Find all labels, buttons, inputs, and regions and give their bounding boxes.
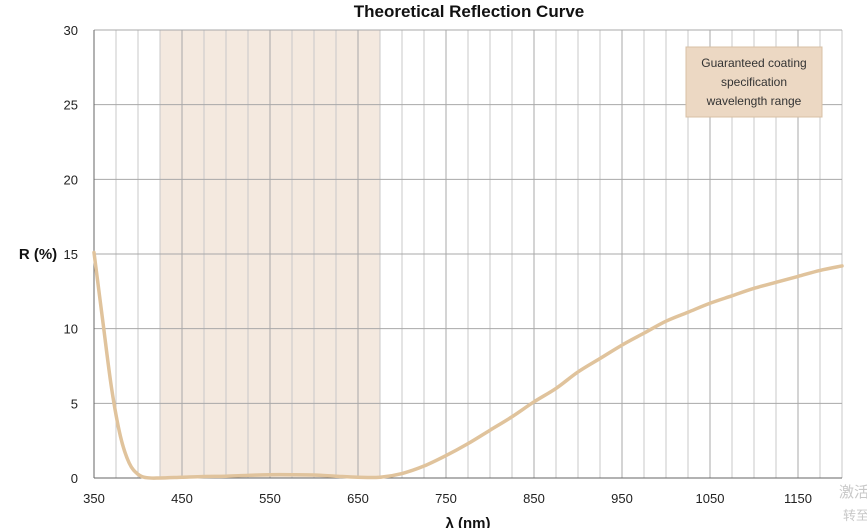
legend-line-1: Guaranteed coating [701, 56, 806, 70]
legend-box [685, 46, 823, 118]
y-tick-label: 15 [64, 247, 78, 262]
x-axis-label: λ (nm) [446, 515, 491, 528]
x-tick-label: 1050 [696, 491, 725, 506]
reflection-curve [92, 250, 844, 480]
y-tick-label: 10 [64, 322, 78, 337]
x-tick-label: 1150 [784, 491, 812, 506]
x-tick-label: 850 [523, 491, 545, 506]
x-tick-label: 950 [611, 491, 633, 506]
y-tick-label: 0 [71, 471, 78, 486]
x-tick-label: 650 [347, 491, 369, 506]
watermark-line-2: 转至 [842, 509, 867, 524]
band-legend: Guaranteed coating specification wavelen… [685, 46, 823, 118]
legend-line-3: wavelength range [706, 94, 802, 108]
x-tick-label: 550 [259, 491, 281, 506]
x-tick-label: 450 [171, 491, 193, 506]
y-tick-label: 30 [64, 23, 78, 38]
series-layer [92, 250, 844, 480]
chart-title: Theoretical Reflection Curve [354, 2, 585, 21]
y-tick-label: 5 [71, 396, 78, 411]
grid-layer [93, 29, 843, 479]
y-tick-label: 25 [64, 98, 78, 113]
watermark-line-1: 激活 [838, 483, 867, 501]
legend-line-2: specification [721, 75, 787, 89]
x-tick-label: 750 [435, 491, 457, 506]
x-tick-label: 350 [83, 491, 105, 506]
y-tick-label: 20 [64, 172, 78, 187]
tick-labels: 0 5 10 15 20 25 30 350 450 550 650 750 850 950 1050 115… [64, 23, 812, 506]
y-axis-label: R (%) [19, 246, 57, 263]
